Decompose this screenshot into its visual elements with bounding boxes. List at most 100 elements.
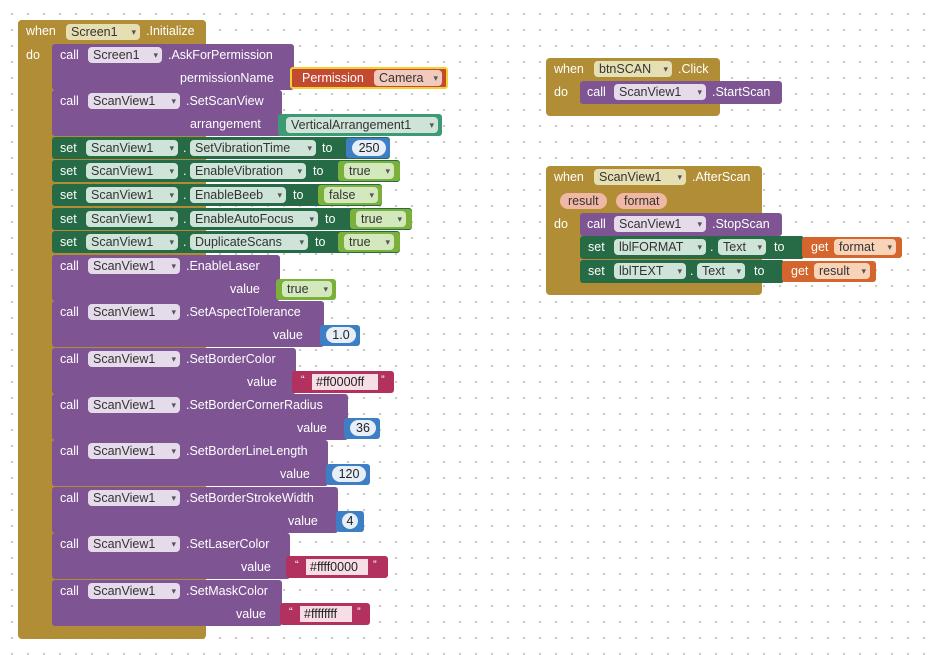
close-quote: ” [357,606,361,618]
when-label: when [554,170,584,184]
open-quote: “ [301,374,305,386]
set-label: set [60,235,77,249]
result-param[interactable]: result [560,193,607,209]
method-label: .SetScanView [186,94,264,108]
property-dropdown[interactable]: Text [718,239,766,255]
method-label: .SetAspectTolerance [186,305,301,319]
property-dropdown[interactable]: EnableAutoFocus [190,211,318,227]
afterscan-event-label: .AfterScan [692,170,751,184]
method-label: .AskForPermission [168,48,273,62]
property-dropdown[interactable]: Text [697,263,745,279]
enable-vibration-value[interactable]: true [344,163,394,179]
when-label: when [26,24,56,38]
method-label: .SetBorderColor [186,352,276,366]
component-dropdown[interactable]: ScanView1 [88,443,180,459]
value-label: value [280,467,310,481]
property-dropdown[interactable]: EnableBeeb [190,187,286,203]
call-label: call [60,398,79,412]
arrangement-label: arrangement [190,117,261,131]
when-label: when [554,62,584,76]
border-line-length-value[interactable]: 120 [332,466,366,482]
component-dropdown[interactable]: ScanView1 [86,211,178,227]
component-dropdown[interactable]: ScanView1 [86,234,178,250]
call-label: call [60,584,79,598]
open-quote: “ [295,559,299,571]
call-label: call [60,537,79,551]
set-label: set [60,164,77,178]
component-dropdown[interactable]: ScanView1 [88,583,180,599]
component-dropdown[interactable]: Screen1 [88,47,162,63]
enable-autofocus-value[interactable]: true [356,211,406,227]
btnscan-dropdown[interactable]: btnSCAN [594,61,672,77]
value-label: value [230,282,260,296]
call-label: call [60,48,79,62]
value-label: value [247,375,277,389]
component-dropdown[interactable]: ScanView1 [88,258,180,274]
close-quote: ” [381,374,385,386]
dot: . [183,164,187,178]
to-label: to [754,264,765,278]
component-dropdown[interactable]: ScanView1 [88,304,180,320]
component-dropdown[interactable]: lblFORMAT [614,239,706,255]
open-quote: “ [289,606,293,618]
permission-dropdown[interactable]: Camera [374,70,442,86]
scanview-dropdown[interactable]: ScanView1 [594,169,686,185]
border-color-value[interactable]: #ff0000ff [312,374,378,390]
to-label: to [313,164,324,178]
component-dropdown[interactable]: lblTEXT [614,263,686,279]
call-label: call [60,352,79,366]
dot: . [183,188,187,202]
dot: . [710,240,714,254]
dot: . [183,212,187,226]
property-dropdown[interactable]: SetVibrationTime [190,140,316,156]
component-dropdown[interactable]: ScanView1 [88,536,180,552]
duplicate-scans-value[interactable]: true [344,234,394,250]
format-param[interactable]: format [616,193,668,209]
call-label: call [60,444,79,458]
method-label: .StartScan [712,85,771,99]
do-label: do [554,217,568,231]
permission-label: Permission [302,71,364,85]
component-dropdown[interactable]: ScanView1 [614,84,706,100]
get-result-dropdown[interactable]: result [814,263,870,279]
close-quote: ” [373,559,377,571]
component-dropdown[interactable]: ScanView1 [88,93,180,109]
screen1-dropdown[interactable]: Screen1 [66,24,140,40]
initialize-event-label: .Initialize [146,24,195,38]
vibration-time-value[interactable]: 250 [352,140,386,156]
click-event-label: .Click [678,62,709,76]
method-label: .SetMaskColor [186,584,268,598]
get-label: get [791,264,809,278]
mask-color-value[interactable]: #ffffffff [300,606,352,622]
call-label: call [587,217,606,231]
do-label: do [554,85,568,99]
component-dropdown[interactable]: ScanView1 [86,187,178,203]
component-dropdown[interactable]: ScanView1 [614,216,706,232]
value-label: value [236,607,266,621]
property-dropdown[interactable]: DuplicateScans [190,234,308,250]
component-dropdown[interactable]: ScanView1 [86,163,178,179]
laser-color-value[interactable]: #ffff0000 [306,559,368,575]
set-label: set [588,240,605,254]
enable-laser-value[interactable]: true [282,281,332,297]
to-label: to [315,235,326,249]
aspect-tolerance-value[interactable]: 1.0 [326,327,356,343]
property-dropdown[interactable]: EnableVibration [190,163,306,179]
component-dropdown[interactable]: ScanView1 [86,140,178,156]
component-dropdown[interactable]: ScanView1 [88,397,180,413]
arrangement-dropdown[interactable]: VerticalArrangement1 [286,117,438,133]
method-label: .SetBorderCornerRadius [186,398,323,412]
get-format-dropdown[interactable]: format [834,239,896,255]
dot: . [183,235,187,249]
to-label: to [774,240,785,254]
value-label: value [273,328,303,342]
set-label: set [588,264,605,278]
border-corner-radius-value[interactable]: 36 [350,420,376,436]
call-label: call [587,85,606,99]
border-stroke-width-value[interactable]: 4 [342,513,358,529]
method-label: .EnableLaser [186,259,260,273]
component-dropdown[interactable]: ScanView1 [88,490,180,506]
component-dropdown[interactable]: ScanView1 [88,351,180,367]
call-label: call [60,94,79,108]
enable-beeb-value[interactable]: false [324,187,378,203]
